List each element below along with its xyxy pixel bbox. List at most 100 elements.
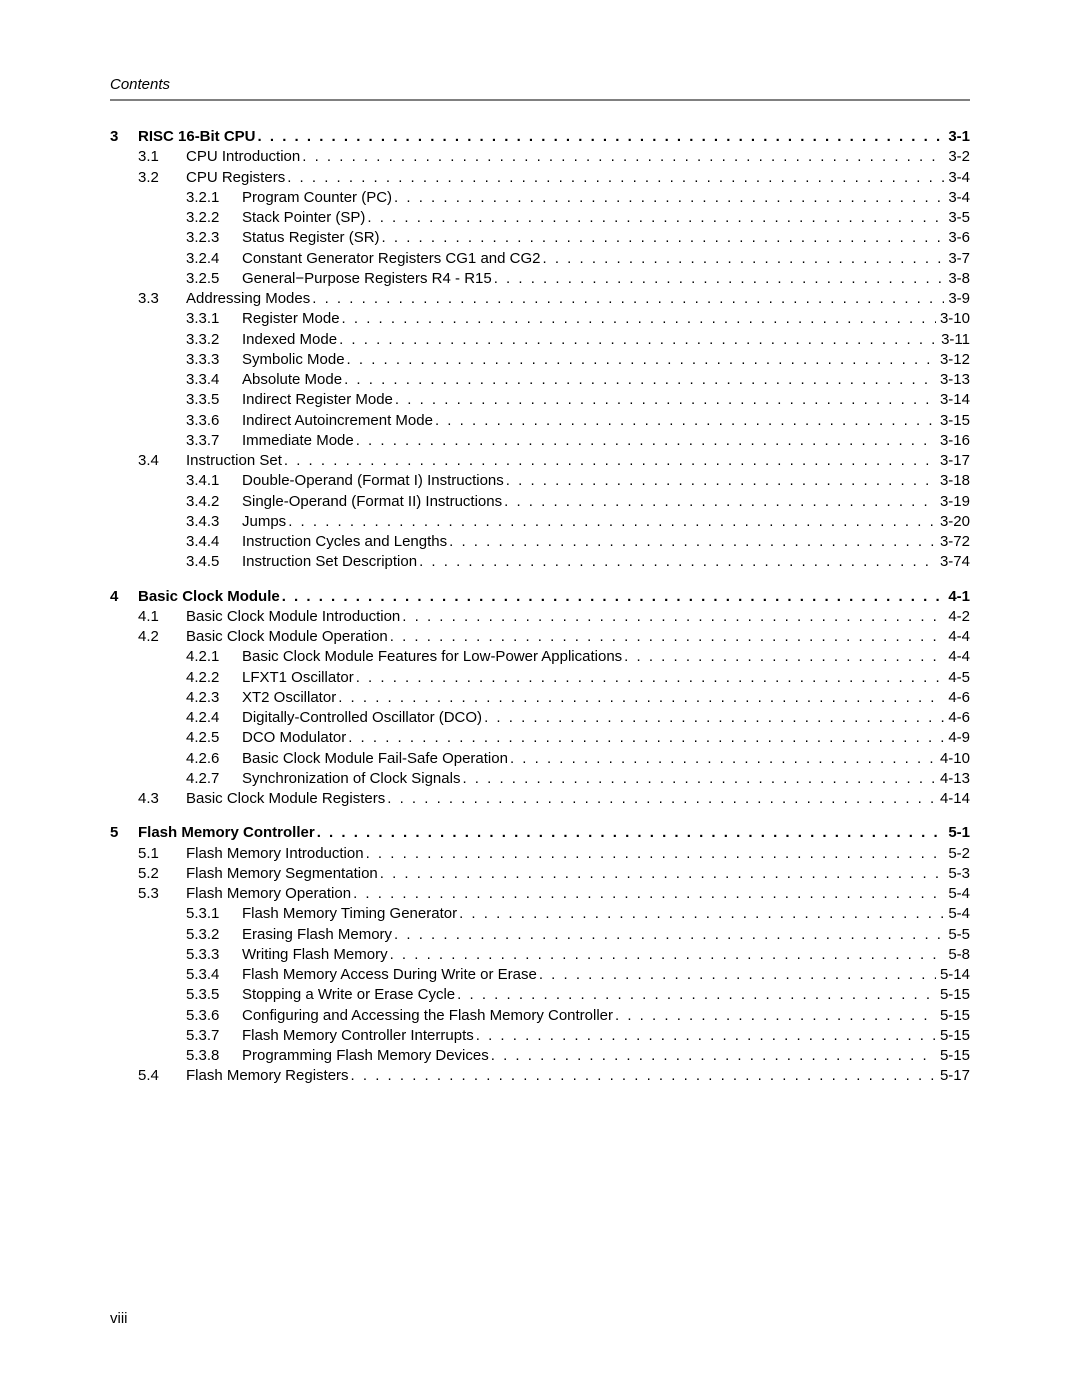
- leader-dots: [417, 552, 936, 572]
- section-title: Instruction Set: [186, 451, 282, 471]
- subsection-number: 5.3.1: [186, 904, 242, 924]
- toc-row: 3.3.6Indirect Autoincrement Mode 3-15: [110, 411, 970, 431]
- subsection-page: 3-6: [944, 228, 970, 248]
- subsection-number: 4.2.3: [186, 688, 242, 708]
- section-number: 4.2: [138, 627, 186, 647]
- subsection-title: Immediate Mode: [242, 431, 354, 451]
- subsection-page: 4-4: [944, 647, 970, 667]
- subsection-page: 5-4: [944, 904, 970, 924]
- subsection-page: 3-11: [937, 330, 970, 350]
- leader-dots: [337, 330, 937, 350]
- toc-row: 3.4.1Double-Operand (Format I) Instructi…: [110, 471, 970, 491]
- subsection-number: 4.2.4: [186, 708, 242, 728]
- subsection-page: 5-15: [936, 1046, 970, 1066]
- toc-row: 5.3.4Flash Memory Access During Write or…: [110, 965, 970, 985]
- subsection-title: Program Counter (PC): [242, 188, 392, 208]
- leader-dots: [315, 823, 945, 843]
- subsection-title: LFXT1 Oscillator: [242, 668, 354, 688]
- leader-dots: [455, 985, 936, 1005]
- section-page: 5-2: [944, 844, 970, 864]
- subsection-number: 3.4.4: [186, 532, 242, 552]
- subsection-number: 5.3.5: [186, 985, 242, 1005]
- subsection-title: Flash Memory Timing Generator: [242, 904, 457, 924]
- subsection-page: 3-13: [936, 370, 970, 390]
- subsection-page: 5-14: [936, 965, 970, 985]
- section-page: 3-4: [944, 168, 970, 188]
- subsection-number: 4.2.2: [186, 668, 242, 688]
- section-title: Basic Clock Module Introduction: [186, 607, 400, 627]
- toc-row: 3.3.4Absolute Mode 3-13: [110, 370, 970, 390]
- chapter-page: 4-1: [944, 587, 970, 607]
- subsection-number: 5.3.6: [186, 1006, 242, 1026]
- section-title: Flash Memory Operation: [186, 884, 351, 904]
- toc-row: 3.4.4Instruction Cycles and Lengths 3-72: [110, 532, 970, 552]
- subsection-title: Status Register (SR): [242, 228, 380, 248]
- section-number: 5.2: [138, 864, 186, 884]
- leader-dots: [345, 350, 936, 370]
- subsection-title: XT2 Oscillator: [242, 688, 336, 708]
- subsection-title: Instruction Set Description: [242, 552, 417, 572]
- subsection-number: 3.2.3: [186, 228, 242, 248]
- section-page: 4-4: [944, 627, 970, 647]
- leader-dots: [378, 864, 945, 884]
- leader-dots: [364, 844, 945, 864]
- subsection-title: Instruction Cycles and Lengths: [242, 532, 447, 552]
- toc-row: 3.3.7Immediate Mode 3-16: [110, 431, 970, 451]
- subsection-number: 3.3.4: [186, 370, 242, 390]
- leader-dots: [433, 411, 936, 431]
- leader-dots: [310, 289, 944, 309]
- section-title: CPU Introduction: [186, 147, 300, 167]
- leader-dots: [540, 249, 944, 269]
- leader-dots: [300, 147, 944, 167]
- subsection-title: Programming Flash Memory Devices: [242, 1046, 489, 1066]
- toc-row: 5.3.1Flash Memory Timing Generator 5-4: [110, 904, 970, 924]
- section-number: 4.1: [138, 607, 186, 627]
- leader-dots: [502, 492, 936, 512]
- toc-row: 3.2.1Program Counter (PC) 3-4: [110, 188, 970, 208]
- toc-row: 3.2.3Status Register (SR) 3-6: [110, 228, 970, 248]
- subsection-page: 3-19: [936, 492, 970, 512]
- subsection-number: 3.4.1: [186, 471, 242, 491]
- subsection-number: 3.2.5: [186, 269, 242, 289]
- subsection-number: 3.3.2: [186, 330, 242, 350]
- subsection-page: 3-8: [944, 269, 970, 289]
- section-number: 3.3: [138, 289, 186, 309]
- toc-row: 3.2CPU Registers 3-4: [110, 168, 970, 188]
- subsection-title: General−Purpose Registers R4 - R15: [242, 269, 492, 289]
- leader-dots: [256, 127, 945, 147]
- subsection-page: 5-5: [944, 925, 970, 945]
- toc-row: 5.3.5Stopping a Write or Erase Cycle 5-1…: [110, 985, 970, 1005]
- leader-dots: [393, 390, 936, 410]
- leader-dots: [349, 1066, 936, 1086]
- leader-dots: [354, 668, 945, 688]
- subsection-number: 5.3.8: [186, 1046, 242, 1066]
- leader-dots: [622, 647, 944, 667]
- subsection-number: 4.2.5: [186, 728, 242, 748]
- header-divider: [110, 99, 970, 101]
- table-of-contents: 3RISC 16-Bit CPU 3-13.1CPU Introduction …: [110, 127, 970, 1087]
- toc-row: 5.4Flash Memory Registers 5-17: [110, 1066, 970, 1086]
- toc-row: 3.4Instruction Set 3-17: [110, 451, 970, 471]
- page-number: viii: [110, 1310, 128, 1327]
- subsection-title: Synchronization of Clock Signals: [242, 769, 460, 789]
- toc-row: 3.2.4Constant Generator Registers CG1 an…: [110, 249, 970, 269]
- toc-row: 3.4.3Jumps 3-20: [110, 512, 970, 532]
- section-number: 5.1: [138, 844, 186, 864]
- subsection-number: 4.2.6: [186, 749, 242, 769]
- leader-dots: [388, 627, 945, 647]
- chapter-title: Basic Clock Module: [138, 587, 280, 607]
- leader-dots: [392, 188, 944, 208]
- subsection-number: 3.4.2: [186, 492, 242, 512]
- chapter-page: 3-1: [944, 127, 970, 147]
- subsection-page: 3-10: [936, 309, 970, 329]
- leader-dots: [380, 228, 945, 248]
- toc-row: 4.2.3XT2 Oscillator 4-6: [110, 688, 970, 708]
- subsection-number: 3.3.3: [186, 350, 242, 370]
- leader-dots: [385, 789, 936, 809]
- subsection-number: 3.3.7: [186, 431, 242, 451]
- subsection-page: 3-72: [936, 532, 970, 552]
- toc-row: 5.3.8Programming Flash Memory Devices 5-…: [110, 1046, 970, 1066]
- leader-dots: [474, 1026, 936, 1046]
- toc-row: 4.2.4Digitally-Controlled Oscillator (DC…: [110, 708, 970, 728]
- subsection-number: 5.3.3: [186, 945, 242, 965]
